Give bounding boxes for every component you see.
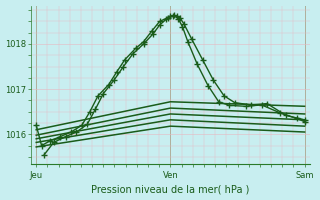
X-axis label: Pression niveau de la mer( hPa ): Pression niveau de la mer( hPa ) bbox=[91, 184, 250, 194]
